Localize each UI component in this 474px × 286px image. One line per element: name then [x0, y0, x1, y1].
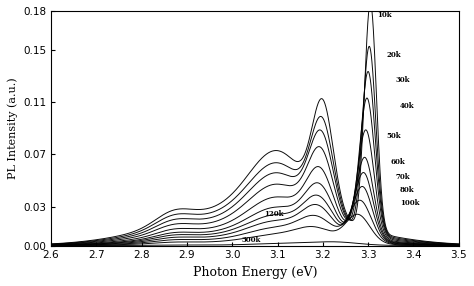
Text: 300k: 300k — [241, 237, 261, 245]
Text: 40k: 40k — [400, 102, 414, 110]
Text: 100k: 100k — [400, 198, 419, 206]
Text: 20k: 20k — [386, 51, 401, 59]
Text: 120k: 120k — [264, 210, 283, 218]
Text: 10k: 10k — [377, 11, 392, 19]
Text: 50k: 50k — [386, 132, 401, 140]
X-axis label: Photon Energy (eV): Photon Energy (eV) — [192, 266, 317, 279]
Text: 30k: 30k — [395, 76, 410, 84]
Text: 70k: 70k — [395, 172, 410, 180]
Text: 80k: 80k — [400, 186, 414, 194]
Y-axis label: PL Intensity (a.u.): PL Intensity (a.u.) — [7, 78, 18, 179]
Text: 60k: 60k — [391, 158, 406, 166]
